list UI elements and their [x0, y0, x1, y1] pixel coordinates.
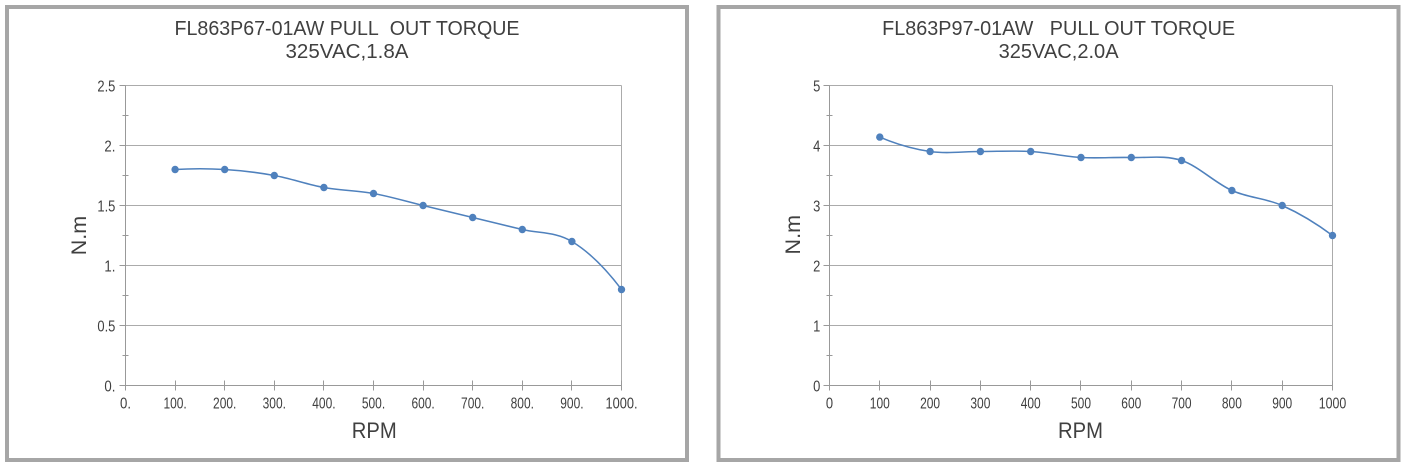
svg-text:600.: 600.: [411, 396, 434, 413]
svg-text:N.m: N.m: [781, 215, 805, 255]
svg-text:400.: 400.: [312, 396, 335, 413]
svg-text:0.5: 0.5: [97, 319, 115, 336]
svg-text:700.: 700.: [461, 396, 484, 413]
svg-text:325VAC,2.0A: 325VAC,2.0A: [999, 41, 1120, 63]
svg-text:100.: 100.: [163, 396, 186, 413]
svg-text:900: 900: [1272, 396, 1292, 413]
svg-text:0: 0: [813, 379, 820, 396]
svg-text:0.: 0.: [120, 396, 131, 413]
svg-text:N.m: N.m: [67, 216, 91, 256]
svg-text:1000: 1000: [1319, 396, 1347, 413]
svg-text:300: 300: [970, 396, 990, 413]
svg-text:FL863P97-01AW PULL OUT TORQU: FL863P97-01AW PULL OUT TORQUE: [882, 18, 1235, 40]
svg-text:800: 800: [1222, 396, 1242, 413]
svg-text:0.: 0.: [104, 379, 115, 396]
svg-text:2.5: 2.5: [97, 79, 115, 96]
svg-text:1000.: 1000.: [606, 396, 638, 413]
svg-text:1: 1: [813, 319, 820, 336]
svg-text:900.: 900.: [560, 396, 583, 413]
svg-text:4: 4: [813, 139, 820, 156]
svg-text:100: 100: [870, 396, 890, 413]
svg-text:600: 600: [1121, 396, 1141, 413]
svg-text:2: 2: [813, 259, 820, 276]
svg-text:500.: 500.: [362, 396, 385, 413]
svg-text:RPM: RPM: [352, 418, 397, 443]
svg-text:0: 0: [826, 396, 833, 413]
svg-text:1.5: 1.5: [97, 199, 115, 216]
svg-text:2.: 2.: [104, 139, 115, 156]
svg-text:200.: 200.: [213, 396, 236, 413]
svg-text:500: 500: [1071, 396, 1091, 413]
svg-text:700: 700: [1172, 396, 1192, 413]
svg-text:FL863P67-01AW PULL OUT TORQUE: FL863P67-01AW PULL OUT TORQUE: [175, 18, 520, 40]
svg-text:400: 400: [1021, 396, 1041, 413]
svg-text:1.: 1.: [104, 259, 115, 276]
svg-text:800.: 800.: [511, 396, 534, 413]
svg-text:RPM: RPM: [1058, 418, 1103, 443]
svg-text:325VAC,1.8A: 325VAC,1.8A: [286, 41, 410, 63]
svg-text:3: 3: [813, 199, 820, 216]
svg-text:200: 200: [920, 396, 940, 413]
svg-text:300.: 300.: [263, 396, 286, 413]
svg-text:5: 5: [813, 79, 820, 96]
